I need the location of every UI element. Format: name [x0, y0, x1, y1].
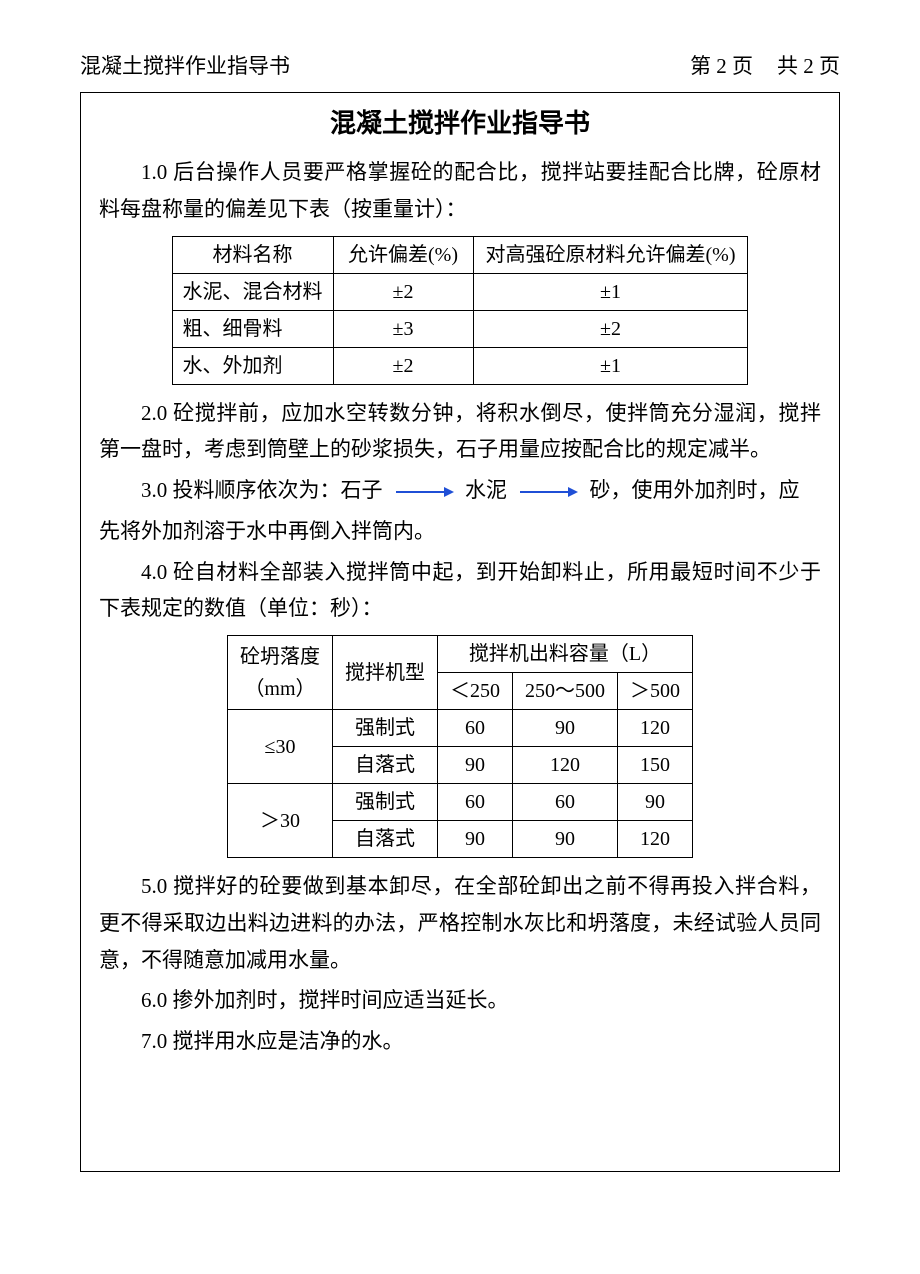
table-row: ＞30 强制式 60 60 90 [228, 784, 693, 821]
table-row: 材料名称 允许偏差(%) 对高强砼原材料允许偏差(%) [172, 236, 748, 273]
header-doc-name: 混凝土搅拌作业指导书 [80, 50, 690, 84]
para-3-line1: 3.0 投料顺序依次为：石子 水泥 砂，使用外加剂时，应 [99, 472, 821, 509]
cell: 水、外加剂 [172, 347, 333, 384]
col-slump: 砼坍落度 （mm） [228, 636, 333, 710]
table-row: 粗、细骨料 ±3 ±2 [172, 310, 748, 347]
cell: 90 [513, 821, 618, 858]
arrow-icon [518, 486, 578, 498]
cell: 60 [513, 784, 618, 821]
para-4: 4.0 砼自材料全部装入搅拌筒中起，到开始卸料止，所用最短时间不少于下表规定的数… [99, 554, 821, 628]
cell: 90 [618, 784, 693, 821]
col-mixer-type: 搅拌机型 [333, 636, 438, 710]
col-capacity-group: 搅拌机出料容量（L） [438, 636, 693, 673]
col-250-500: 250～500 [513, 673, 618, 710]
col-lt-250: ＜250 [438, 673, 513, 710]
cell-text: （mm） [244, 678, 315, 700]
page-current: 第 2 页 [690, 50, 753, 84]
p3-mid1: 水泥 [465, 478, 507, 502]
cell: 90 [513, 710, 618, 747]
cell: 粗、细骨料 [172, 310, 333, 347]
material-tolerance-table: 材料名称 允许偏差(%) 对高强砼原材料允许偏差(%) 水泥、混合材料 ±2 ±… [172, 236, 749, 385]
mixing-time-table: 砼坍落度 （mm） 搅拌机型 搅拌机出料容量（L） ＜250 250～500 ＞… [227, 635, 693, 858]
para-5: 5.0 搅拌好的砼要做到基本卸尽，在全部砼卸出之前不得再投入拌合料，更不得采取边… [99, 868, 821, 978]
col-material-name: 材料名称 [172, 236, 333, 273]
cell: 90 [438, 821, 513, 858]
p3-mid2: 砂，使用外加剂时，应 [590, 478, 800, 502]
cell-slump: ≤30 [228, 710, 333, 784]
cell: ±1 [473, 273, 748, 310]
cell: 120 [618, 821, 693, 858]
col-gt-500: ＞500 [618, 673, 693, 710]
cell: ±3 [333, 310, 473, 347]
cell: ±2 [333, 347, 473, 384]
cell: 强制式 [333, 710, 438, 747]
cell: 90 [438, 747, 513, 784]
cell: 60 [438, 710, 513, 747]
cell: 120 [513, 747, 618, 784]
p3-prefix: 3.0 投料顺序依次为：石子 [141, 478, 383, 502]
cell: ±1 [473, 347, 748, 384]
table-row: 水、外加剂 ±2 ±1 [172, 347, 748, 384]
para-1: 1.0 后台操作人员要严格掌握砼的配合比，搅拌站要挂配合比牌，砼原材料每盘称量的… [99, 154, 821, 228]
cell: ±2 [333, 273, 473, 310]
cell-slump: ＞30 [228, 784, 333, 858]
page-header: 混凝土搅拌作业指导书 第 2 页 共 2 页 [80, 50, 840, 84]
cell: 强制式 [333, 784, 438, 821]
para-3-line2: 先将外加剂溶于水中再倒入拌筒内。 [99, 513, 821, 550]
cell: 60 [438, 784, 513, 821]
cell-text: 砼坍落度 [240, 646, 320, 668]
cell: ±2 [473, 310, 748, 347]
col-tolerance: 允许偏差(%) [333, 236, 473, 273]
cell: 150 [618, 747, 693, 784]
page-total: 共 2 页 [777, 50, 840, 84]
header-pagination: 第 2 页 共 2 页 [690, 50, 840, 84]
col-high-strength-tolerance: 对高强砼原材料允许偏差(%) [473, 236, 748, 273]
para-6: 6.0 掺外加剂时，搅拌时间应适当延长。 [99, 982, 821, 1019]
cell: 自落式 [333, 747, 438, 784]
cell: 自落式 [333, 821, 438, 858]
cell: 120 [618, 710, 693, 747]
content-box: 混凝土搅拌作业指导书 1.0 后台操作人员要严格掌握砼的配合比，搅拌站要挂配合比… [80, 92, 840, 1172]
document-title: 混凝土搅拌作业指导书 [99, 103, 821, 145]
para-7: 7.0 搅拌用水应是洁净的水。 [99, 1023, 821, 1060]
table-row: 水泥、混合材料 ±2 ±1 [172, 273, 748, 310]
para-2: 2.0 砼搅拌前，应加水空转数分钟，将积水倒尽，使拌筒充分湿润，搅拌第一盘时，考… [99, 395, 821, 469]
table-row: 砼坍落度 （mm） 搅拌机型 搅拌机出料容量（L） [228, 636, 693, 673]
table-row: ≤30 强制式 60 90 120 [228, 710, 693, 747]
arrow-icon [394, 486, 454, 498]
cell: 水泥、混合材料 [172, 273, 333, 310]
